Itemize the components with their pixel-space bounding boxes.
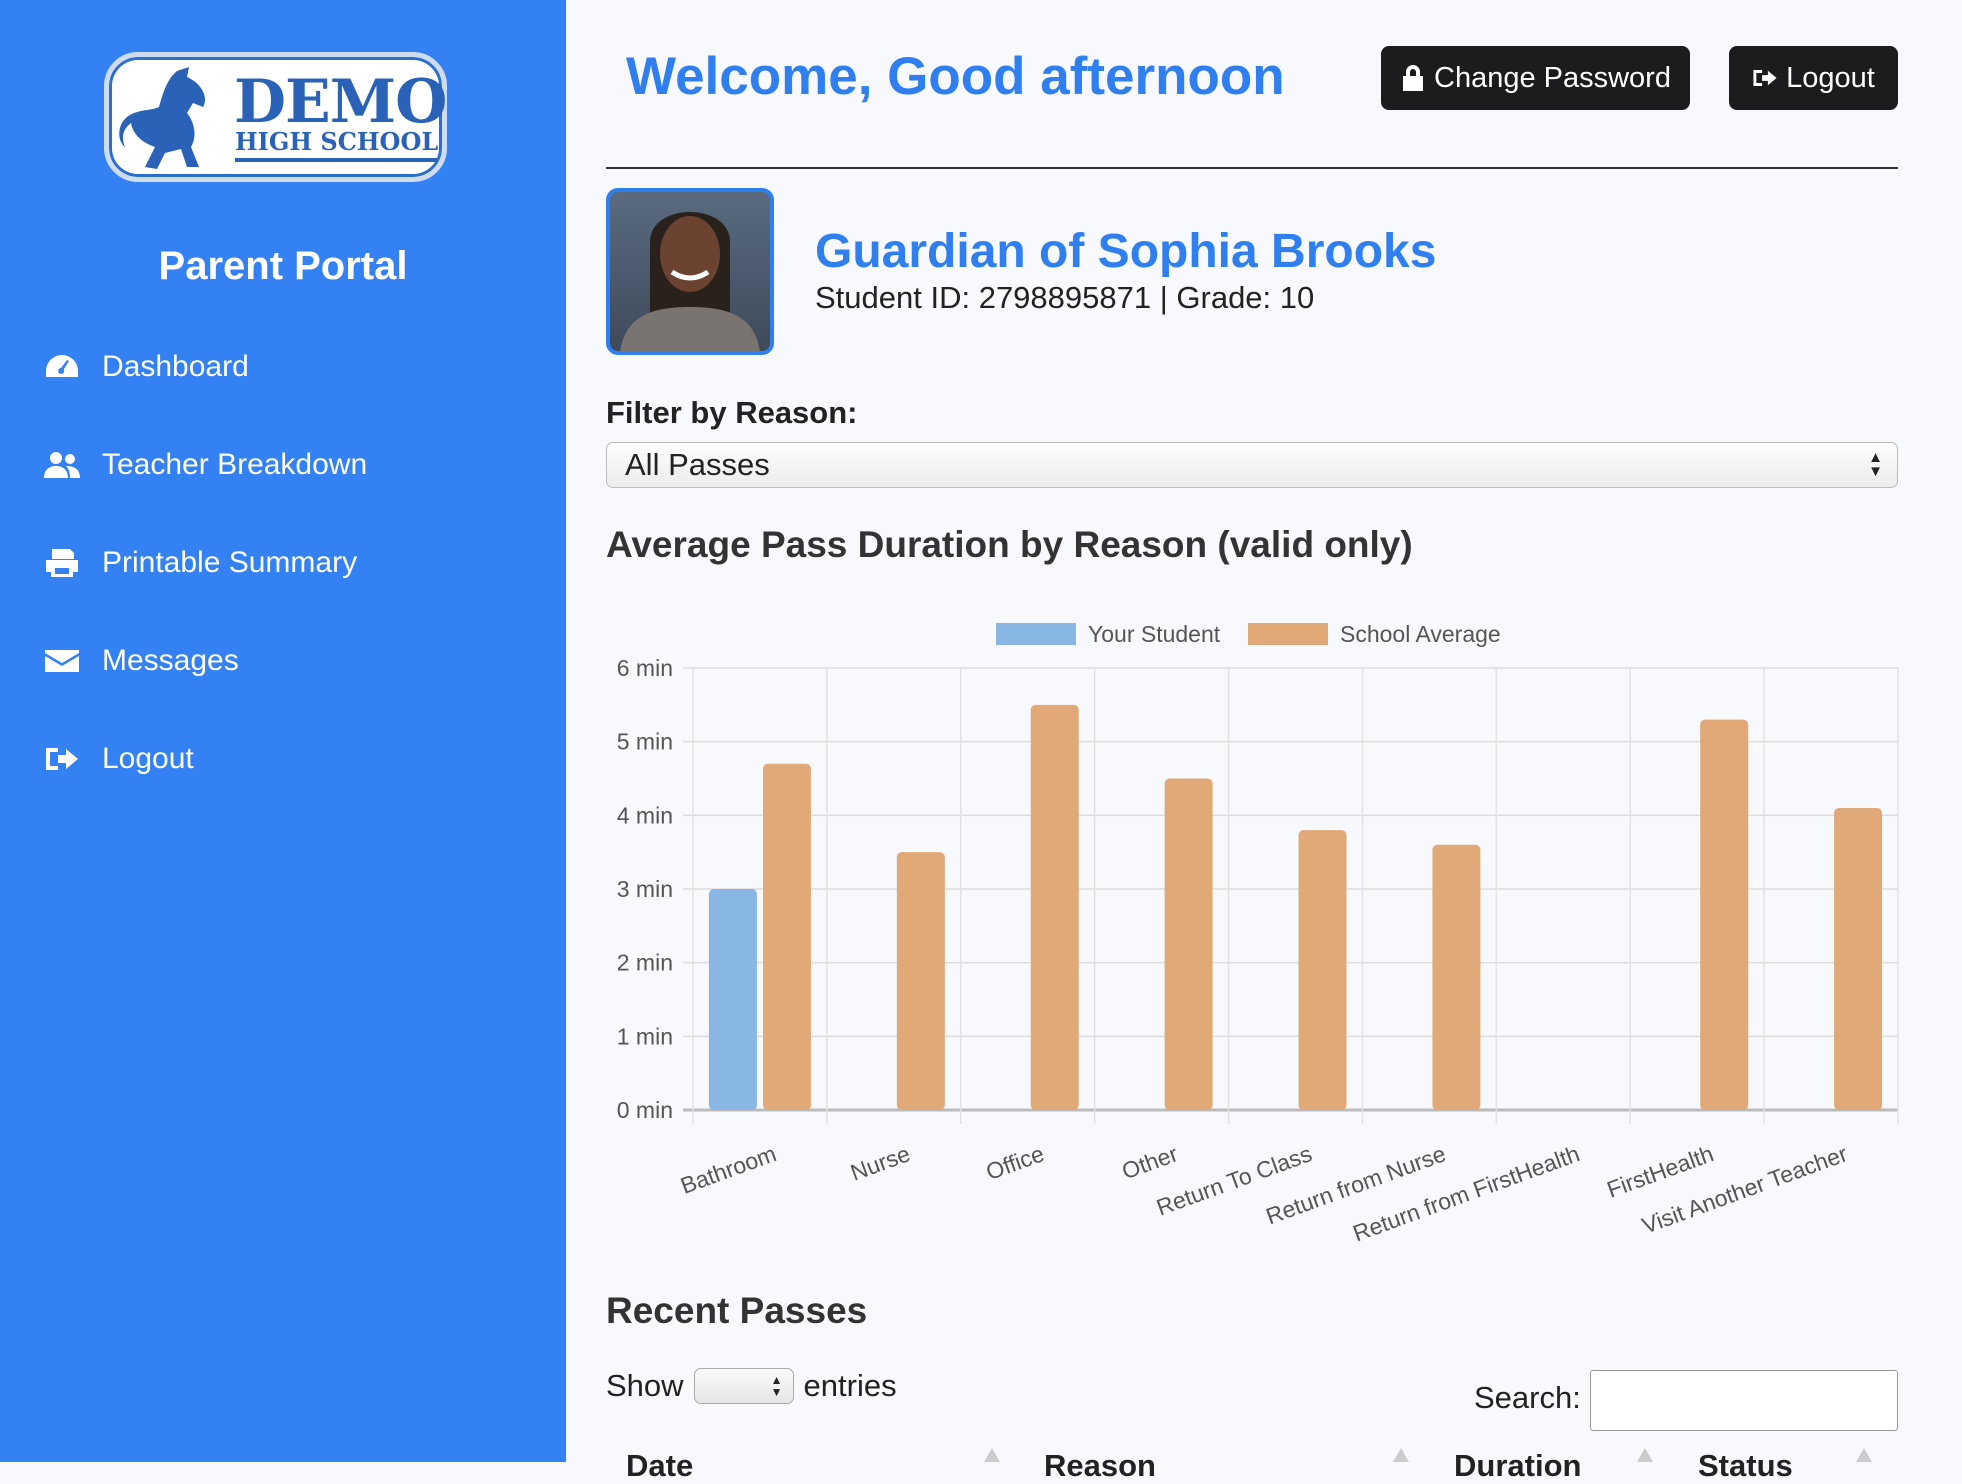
select-arrows-icon: ▲ ▼: [1868, 449, 1883, 480]
sidebar-item-dashboard[interactable]: Dashboard: [44, 350, 249, 384]
bar-school-average: [762, 763, 811, 1110]
legend-swatch: [1248, 623, 1328, 645]
envelope-icon: [45, 650, 79, 672]
bar-school-average: [1164, 778, 1213, 1110]
horse-logo-icon: [119, 67, 206, 169]
lock-icon: [1403, 65, 1423, 91]
sidebar-item-messages[interactable]: Messages: [44, 644, 239, 678]
bar-school-average: [1030, 704, 1079, 1110]
bar-school-average: [1432, 844, 1481, 1110]
sign-out-icon: [46, 748, 78, 770]
header-divider: [606, 167, 1898, 169]
logo-subtext: HIGH SCHOOL: [235, 127, 439, 162]
filter-label: Filter by Reason:: [606, 395, 858, 430]
recent-passes-title: Recent Passes: [606, 1290, 868, 1331]
portal-title: Parent Portal: [158, 244, 408, 288]
entries-select[interactable]: ▲ ▼: [693, 1368, 794, 1404]
sidebar-item-teacher-breakdown[interactable]: Teacher Breakdown: [44, 448, 367, 482]
sort-icon[interactable]: [1856, 1448, 1872, 1462]
logout-button[interactable]: Logout: [1729, 46, 1898, 110]
sidebar-item-logout[interactable]: Logout: [44, 742, 194, 776]
users-icon: [44, 452, 80, 478]
logout-label: Logout: [1786, 61, 1875, 94]
chart-title: Average Pass Duration by Reason (valid o…: [606, 524, 1413, 565]
change-password-label: Change Password: [1434, 61, 1671, 94]
printer-icon: [46, 549, 78, 577]
y-tick-label: 4 min: [617, 802, 673, 828]
y-tick-label: 1 min: [617, 1023, 673, 1049]
x-tick-label: Bathroom: [677, 1140, 780, 1199]
selected-reason: All Passes: [625, 447, 770, 482]
column-header-reason[interactable]: Reason: [1044, 1448, 1156, 1483]
sidebar-item-label: Logout: [102, 742, 194, 775]
show-entries: Show ▲ ▼ entries: [606, 1368, 897, 1404]
student-photo: [606, 188, 774, 355]
sidebar-item-label: Messages: [102, 644, 239, 677]
sort-icon[interactable]: [1393, 1448, 1409, 1462]
duration-bar-chart: Your Student School Average 0 min 1 min 2 mi…: [617, 621, 1899, 1246]
logo-text: DEMO: [234, 67, 447, 137]
column-header-date[interactable]: Date: [626, 1448, 694, 1483]
sidebar: DEMO HIGH SCHOOL Parent Portal Dashboard…: [0, 0, 566, 1462]
sort-icon[interactable]: [984, 1448, 1000, 1462]
show-label: Show: [606, 1368, 684, 1403]
column-header-duration[interactable]: Duration: [1454, 1448, 1582, 1483]
sort-icon[interactable]: [1637, 1448, 1653, 1462]
tachometer-icon: [46, 355, 78, 377]
sidebar-item-label: Printable Summary: [102, 546, 358, 579]
legend-label: Your Student: [1088, 621, 1221, 647]
y-tick-label: 6 min: [617, 655, 673, 681]
x-tick-label: Nurse: [847, 1140, 914, 1185]
y-tick-label: 0 min: [617, 1097, 673, 1123]
student-portrait-icon: [620, 212, 760, 351]
search-input[interactable]: [1590, 1370, 1898, 1431]
welcome-heading: Welcome, Good afternoon: [626, 47, 1285, 106]
bar-school-average: [1298, 830, 1347, 1110]
sidebar-item-label: Dashboard: [102, 350, 249, 383]
legend-label: School Average: [1340, 621, 1501, 647]
sign-out-icon: [1753, 70, 1777, 86]
sidebar-item-printable-summary[interactable]: Printable Summary: [44, 546, 357, 580]
search-label: Search:: [1474, 1380, 1581, 1415]
student-name: Guardian of Sophia Brooks: [815, 225, 1437, 278]
school-logo: DEMO HIGH SCHOOL: [104, 52, 447, 182]
legend-swatch: [996, 623, 1076, 645]
x-tick-label: Return from FirstHealth: [1349, 1140, 1582, 1246]
entries-label: entries: [803, 1368, 897, 1403]
bar-school-average: [1700, 719, 1749, 1110]
sidebar-item-label: Teacher Breakdown: [102, 448, 368, 481]
y-tick-label: 3 min: [617, 876, 673, 902]
x-tick-label: Office: [982, 1140, 1047, 1185]
bar-school-average: [896, 852, 945, 1110]
reason-filter-select[interactable]: All Passes ▲ ▼: [606, 442, 1898, 488]
x-tick-label: Other: [1118, 1140, 1181, 1184]
bar-your-student: [708, 889, 757, 1110]
student-details: Student ID: 2798895871 | Grade: 10: [815, 280, 1315, 315]
select-arrows-icon: ▲ ▼: [770, 1373, 783, 1399]
change-password-button[interactable]: Change Password: [1381, 46, 1690, 110]
column-header-status[interactable]: Status: [1698, 1448, 1793, 1483]
bar-school-average: [1834, 807, 1883, 1110]
y-tick-label: 2 min: [617, 950, 673, 976]
y-tick-label: 5 min: [617, 729, 673, 755]
